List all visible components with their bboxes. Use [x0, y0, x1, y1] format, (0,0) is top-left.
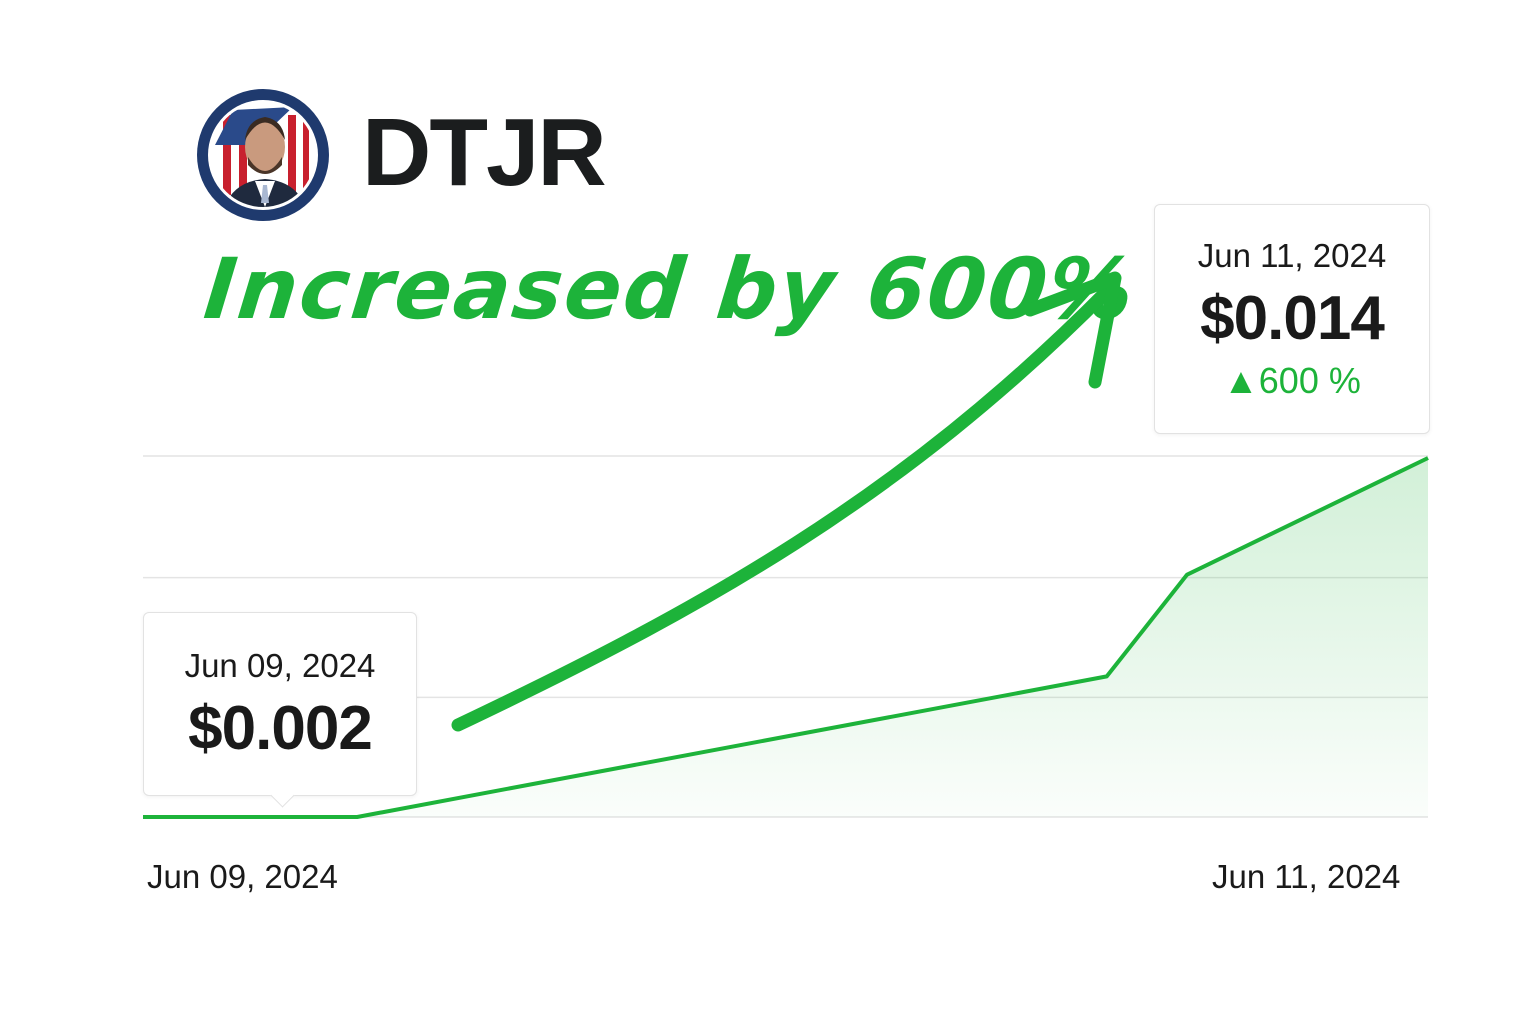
- growth-arrow-icon: [451, 283, 1115, 732]
- price-change-value: 600 %: [1258, 360, 1361, 401]
- x-tick-label-start: Jun 09, 2024: [147, 858, 338, 895]
- end-date: Jun 11, 2024: [1197, 237, 1387, 274]
- end-price: $0.014: [1200, 284, 1385, 353]
- triangle-up-icon: ▲: [1223, 360, 1259, 401]
- logo-avatar: [197, 89, 329, 221]
- start-price: $0.002: [188, 694, 373, 763]
- growth-arrowhead-icon: [1023, 271, 1122, 389]
- price-area: [143, 458, 1428, 817]
- x-tick-label-end: Jun 11, 2024: [1212, 858, 1401, 895]
- start-date: Jun 09, 2024: [184, 647, 376, 684]
- price-change: ▲600 %: [1155, 360, 1429, 402]
- end-price-tooltip: Jun 11, 2024 $0.014 ▲600 %: [1154, 204, 1430, 434]
- ticker-symbol: DTJR: [362, 99, 607, 206]
- start-price-tooltip: Jun 09, 2024 $0.002: [143, 612, 417, 808]
